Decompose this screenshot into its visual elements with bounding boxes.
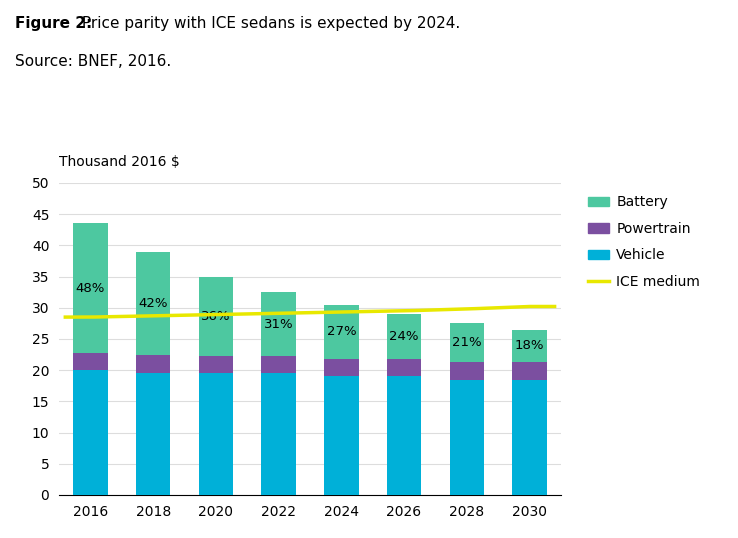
Text: 42%: 42% xyxy=(139,296,168,309)
Bar xyxy=(199,356,233,373)
Text: 24%: 24% xyxy=(390,330,418,343)
Bar xyxy=(136,252,170,355)
Bar xyxy=(512,362,547,379)
Bar xyxy=(73,223,108,353)
Bar xyxy=(387,359,421,377)
Bar xyxy=(449,379,484,495)
Text: 36%: 36% xyxy=(201,310,230,323)
Bar xyxy=(199,277,233,356)
Legend: Battery, Powertrain, Vehicle, ICE medium: Battery, Powertrain, Vehicle, ICE medium xyxy=(583,190,706,294)
Bar xyxy=(136,373,170,495)
Bar xyxy=(324,305,359,359)
Bar xyxy=(261,356,296,373)
Text: Figure 2:: Figure 2: xyxy=(15,16,92,31)
Text: 21%: 21% xyxy=(452,336,482,349)
Bar xyxy=(324,359,359,377)
Bar xyxy=(512,330,547,362)
Bar xyxy=(449,323,484,362)
Text: 31%: 31% xyxy=(263,318,294,331)
Bar xyxy=(387,314,421,359)
Bar xyxy=(261,373,296,495)
Text: Price parity with ICE sedans is expected by 2024.: Price parity with ICE sedans is expected… xyxy=(77,16,461,31)
Bar xyxy=(512,379,547,495)
Bar xyxy=(324,377,359,495)
Bar xyxy=(387,377,421,495)
Bar xyxy=(136,355,170,373)
Bar xyxy=(449,362,484,379)
Text: Source: BNEF, 2016.: Source: BNEF, 2016. xyxy=(15,54,171,69)
Bar xyxy=(199,373,233,495)
Bar xyxy=(73,353,108,370)
Bar xyxy=(261,292,296,356)
Text: 27%: 27% xyxy=(326,325,356,338)
Text: 48%: 48% xyxy=(76,281,105,295)
Text: 18%: 18% xyxy=(515,339,544,352)
Bar xyxy=(73,370,108,495)
Text: Thousand 2016 $: Thousand 2016 $ xyxy=(59,155,180,169)
